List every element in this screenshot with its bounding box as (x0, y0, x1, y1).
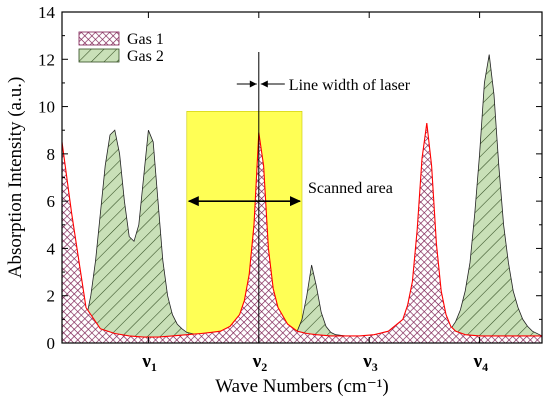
x-tick-label: ν3 (362, 351, 378, 374)
y-tick-label: 4 (47, 239, 56, 258)
y-tick-label: 2 (47, 287, 56, 306)
legend-swatch-gas-1 (78, 31, 120, 46)
legend-swatch-gas-2 (78, 48, 120, 63)
y-tick-label: 0 (47, 334, 56, 353)
y-tick-label: 6 (47, 192, 56, 211)
legend: Gas 1 Gas 2 (78, 31, 164, 65)
series-gas-1-area (62, 123, 542, 343)
y-tick-label: 12 (38, 50, 55, 69)
y-axis-label: Absorption Intensity (a.u.) (5, 77, 26, 279)
legend-label-gas-1: Gas 1 (127, 31, 164, 48)
laser-arrowhead-right (260, 80, 268, 88)
scanned-area-label: Scanned area (308, 180, 393, 197)
scan-arrowhead-right (290, 196, 301, 207)
series-gas-2-area (80, 54, 542, 343)
y-tick-label: 8 (47, 145, 56, 164)
x-tick-label: ν2 (252, 351, 267, 374)
y-axis-ticks: 0 2 4 6 8 10 12 14 (38, 3, 542, 353)
y-tick-label: 10 (38, 98, 55, 117)
legend-label-gas-2: Gas 2 (127, 48, 164, 65)
laser-width-arrows (236, 80, 285, 88)
laser-arrowhead-left (249, 80, 257, 88)
laser-line-label: Line width of laser (289, 77, 411, 94)
series-gas-1-line (62, 123, 542, 338)
scan-arrowhead-left (187, 196, 199, 207)
x-tick-label: ν1 (141, 351, 157, 374)
scanned-area-arrow (187, 196, 301, 207)
y-tick-label: 14 (38, 3, 56, 22)
x-tick-label: ν4 (473, 351, 489, 374)
x-axis-label: Wave Numbers (cm⁻¹) (215, 376, 389, 397)
